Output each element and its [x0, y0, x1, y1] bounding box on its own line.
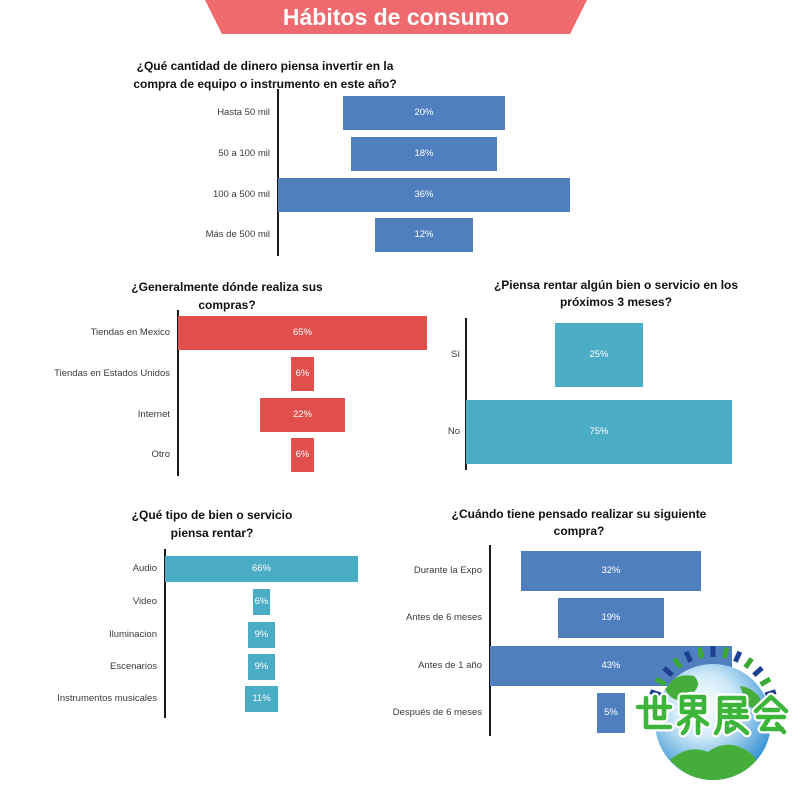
logo-ray: [696, 646, 705, 659]
category-label: Otro: [151, 448, 170, 460]
category-label: Instrumentos musicales: [57, 693, 157, 704]
category-label: Antes de 6 meses: [405, 612, 482, 623]
bar: 6%: [252, 589, 271, 615]
data-label: 11%: [252, 693, 271, 704]
chart-title-line: compras?: [198, 298, 256, 312]
world-expo-logo: [633, 646, 791, 780]
category-label: Sí: [451, 349, 460, 360]
chart-title-line: ¿Generalmente dónde realiza sus: [131, 280, 323, 294]
data-label: 25%: [589, 349, 609, 360]
logo-lettering: [633, 692, 791, 738]
logo-ray: [654, 676, 667, 687]
bar: 9%: [248, 622, 275, 648]
data-label: 20%: [414, 107, 434, 118]
category-label: Audio: [132, 563, 157, 574]
header-banner: Hábitos de consumo: [205, 0, 587, 34]
category-label: Internet: [137, 408, 170, 420]
data-label: 9%: [254, 629, 269, 640]
chart-purchase-location: ¿Generalmente dónde realiza sus compras? T…: [40, 275, 440, 480]
logo-ray: [662, 665, 674, 678]
data-label: 75%: [589, 426, 609, 437]
category-axis: [465, 318, 467, 470]
chart-title-line: compra?: [553, 524, 605, 538]
bar: 9%: [248, 654, 275, 680]
data-label: 6%: [254, 596, 269, 607]
bar: 22%: [260, 397, 345, 432]
chart-title-line: ¿Cuándo tiene pensado realizar su siguie…: [451, 507, 707, 521]
banner-shape: [205, 0, 587, 34]
logo-glyph: [676, 694, 710, 736]
category-label: Antes de 1 año: [418, 659, 482, 671]
data-label: 12%: [414, 228, 434, 240]
chart-rent-intention: ¿Piensa rentar algún bien o servicio en …: [430, 273, 775, 473]
category-axis: [277, 89, 279, 256]
data-label: 36%: [414, 188, 434, 200]
bar: 18%: [351, 136, 497, 171]
chart-title-line: piensa rentar?: [170, 526, 254, 540]
bar: 5%: [596, 692, 626, 733]
bar: 75%: [466, 400, 732, 464]
logo-ray: [683, 650, 693, 663]
data-label: 19%: [601, 612, 621, 623]
category-label: Más de 500 mil: [205, 228, 270, 240]
banner-ribbon: [205, 0, 587, 34]
data-label: 9%: [254, 661, 269, 672]
data-label: 6%: [295, 448, 310, 460]
logo-glyph: [713, 695, 750, 736]
data-label: 18%: [414, 147, 434, 159]
page-title: Hábitos de consumo: [282, 4, 510, 30]
chart-title-line: compra de equipo o instrumento en este a…: [133, 77, 397, 91]
bar: 19%: [557, 598, 665, 638]
category-label: 50 a 100 mil: [218, 147, 270, 159]
category-label: Tiendas en Estados Unidos: [54, 368, 170, 379]
logo-ray: [721, 646, 730, 659]
data-label: 5%: [604, 706, 618, 718]
chart-investment-amount: ¿Qué cantidad de dinero piensa invertir …: [110, 55, 580, 260]
bar: 65%: [178, 316, 427, 350]
data-label: 65%: [292, 327, 312, 338]
chart-rental-type: ¿Qué tipo de bien o servicio piensa renta…: [40, 503, 380, 723]
chart-title-line: ¿Qué tipo de bien o servicio: [131, 508, 293, 522]
continent-shape: [664, 675, 698, 701]
category-label: Durante la Expo: [413, 565, 482, 576]
continent-shape: [670, 744, 758, 780]
bar: 32%: [520, 551, 702, 591]
data-label: 66%: [251, 563, 271, 574]
bar: 25%: [554, 323, 644, 387]
bar: 20%: [342, 96, 506, 130]
category-label: 100 a 500 mil: [212, 188, 270, 200]
logo-glyph: [635, 694, 673, 730]
category-label: Escenarios: [110, 661, 157, 672]
category-label: Video: [132, 596, 157, 607]
chart-title-line: ¿Qué cantidad de dinero piensa invertir …: [136, 59, 394, 73]
category-label: Hasta 50 mil: [217, 107, 270, 118]
bar: 12%: [375, 217, 473, 252]
chart-title-line: próximos 3 meses?: [559, 295, 673, 309]
bar: 36%: [278, 177, 570, 212]
bar: 6%: [291, 357, 314, 391]
bar: 11%: [245, 686, 278, 712]
category-label: Tiendas en Mexico: [90, 327, 170, 338]
logo-ray: [759, 676, 772, 687]
chart-title-line: ¿Piensa rentar algún bien o servicio en …: [493, 278, 739, 292]
category-axis: [177, 310, 179, 476]
logo-ray: [733, 650, 743, 663]
chart-next-purchase: ¿Cuándo tiene pensado realizar su siguie…: [390, 503, 750, 740]
data-label: 32%: [601, 565, 621, 576]
logo-ray: [752, 665, 764, 678]
logo-glyph: [753, 694, 789, 735]
data-label: 6%: [295, 368, 310, 379]
category-axis: [164, 549, 166, 718]
data-label: 22%: [292, 408, 312, 420]
logo-ray: [743, 657, 754, 669]
category-axis: [489, 545, 491, 736]
data-label: 43%: [601, 659, 621, 671]
bar: 66%: [165, 556, 358, 582]
logo-ray: [672, 657, 683, 669]
category-label: Después de 6 meses: [392, 706, 482, 718]
bar: 6%: [291, 437, 314, 472]
category-label: Iluminacion: [108, 629, 157, 640]
category-label: No: [447, 426, 460, 437]
